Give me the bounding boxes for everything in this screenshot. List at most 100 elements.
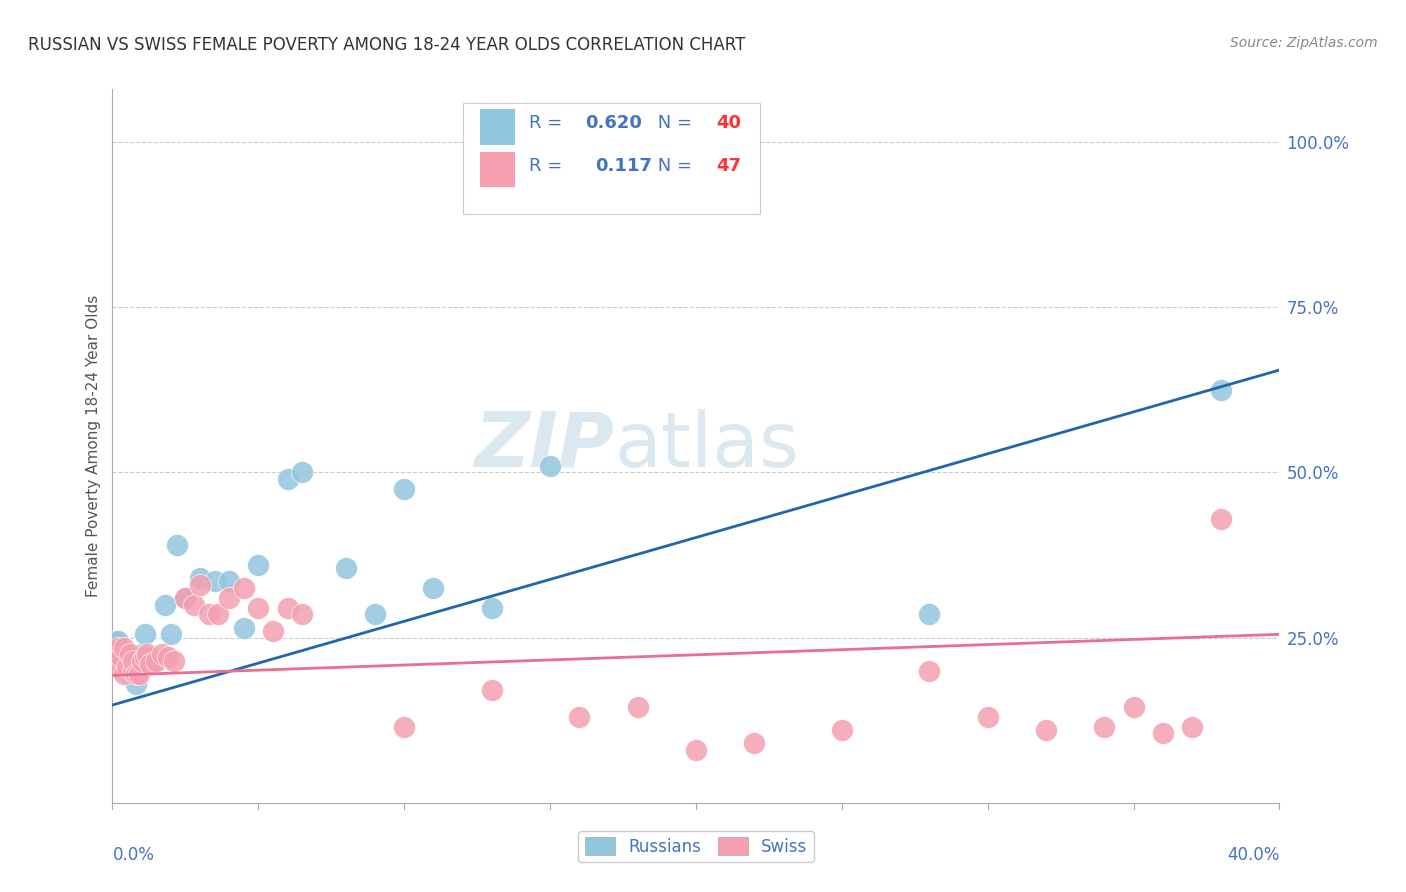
Point bbox=[831, 723, 853, 738]
Text: N =: N = bbox=[651, 114, 697, 132]
Point bbox=[188, 571, 211, 585]
Point bbox=[104, 644, 127, 658]
Point bbox=[1209, 511, 1232, 525]
Point bbox=[139, 657, 162, 671]
Point bbox=[104, 657, 127, 671]
Text: N =: N = bbox=[651, 157, 697, 175]
Text: 0.620: 0.620 bbox=[585, 114, 643, 132]
Point bbox=[276, 600, 298, 615]
Point bbox=[481, 600, 503, 615]
Point bbox=[1035, 723, 1057, 738]
Point bbox=[118, 667, 141, 681]
Text: R =: R = bbox=[529, 114, 568, 132]
Point bbox=[104, 644, 127, 658]
Point bbox=[134, 650, 156, 665]
Point bbox=[394, 482, 416, 496]
Point bbox=[131, 654, 153, 668]
Text: RUSSIAN VS SWISS FEMALE POVERTY AMONG 18-24 YEAR OLDS CORRELATION CHART: RUSSIAN VS SWISS FEMALE POVERTY AMONG 18… bbox=[28, 36, 745, 54]
Point bbox=[118, 654, 141, 668]
Text: Source: ZipAtlas.com: Source: ZipAtlas.com bbox=[1230, 36, 1378, 50]
Point bbox=[107, 634, 129, 648]
Point bbox=[335, 561, 357, 575]
Point bbox=[112, 644, 135, 658]
Point bbox=[104, 634, 127, 648]
Point bbox=[976, 710, 998, 724]
Point bbox=[110, 657, 132, 671]
Point bbox=[183, 598, 205, 612]
Point bbox=[122, 654, 145, 668]
Point bbox=[166, 538, 188, 552]
Point bbox=[107, 640, 129, 655]
Point bbox=[125, 657, 148, 671]
Point bbox=[115, 660, 138, 674]
Point bbox=[122, 654, 145, 668]
Text: atlas: atlas bbox=[614, 409, 799, 483]
Text: 0.117: 0.117 bbox=[596, 157, 652, 175]
Point bbox=[291, 607, 314, 622]
Bar bbox=[479, 152, 515, 187]
Point bbox=[139, 657, 162, 671]
Point bbox=[118, 647, 141, 661]
Bar bbox=[479, 109, 515, 145]
Point bbox=[1209, 383, 1232, 397]
Y-axis label: Female Poverty Among 18-24 Year Olds: Female Poverty Among 18-24 Year Olds bbox=[86, 295, 101, 597]
Point bbox=[110, 650, 132, 665]
Point bbox=[232, 621, 254, 635]
Point bbox=[174, 591, 197, 605]
Point bbox=[122, 664, 145, 678]
Point bbox=[1152, 726, 1174, 740]
Point bbox=[364, 607, 387, 622]
Point bbox=[112, 667, 135, 681]
Point bbox=[136, 647, 159, 661]
Text: R =: R = bbox=[529, 157, 568, 175]
Point bbox=[134, 627, 156, 641]
Point bbox=[207, 607, 229, 622]
Point bbox=[110, 650, 132, 665]
Point bbox=[247, 558, 270, 572]
Point bbox=[627, 700, 650, 714]
Point bbox=[188, 578, 211, 592]
Point bbox=[218, 574, 240, 589]
Text: ZIP: ZIP bbox=[475, 409, 614, 483]
Text: 40.0%: 40.0% bbox=[1227, 846, 1279, 863]
Point bbox=[122, 667, 145, 681]
Point bbox=[232, 581, 254, 595]
Point bbox=[291, 466, 314, 480]
Point bbox=[115, 664, 138, 678]
Point bbox=[125, 667, 148, 681]
Point bbox=[112, 640, 135, 655]
Point bbox=[1122, 700, 1144, 714]
Text: 40: 40 bbox=[716, 114, 741, 132]
Point bbox=[538, 458, 561, 473]
Point bbox=[568, 710, 591, 724]
Point bbox=[918, 664, 941, 678]
Point bbox=[128, 654, 150, 668]
Point bbox=[247, 600, 270, 615]
Point bbox=[276, 472, 298, 486]
Point bbox=[394, 720, 416, 734]
FancyBboxPatch shape bbox=[463, 103, 761, 214]
Point bbox=[136, 650, 159, 665]
Point bbox=[160, 627, 183, 641]
Point bbox=[685, 743, 707, 757]
Point bbox=[107, 650, 129, 665]
Point bbox=[742, 736, 765, 750]
Point bbox=[156, 650, 179, 665]
Point bbox=[204, 574, 226, 589]
Point bbox=[153, 598, 176, 612]
Point bbox=[422, 581, 444, 595]
Point bbox=[131, 647, 153, 661]
Point bbox=[115, 650, 138, 665]
Point bbox=[145, 654, 167, 668]
Point bbox=[150, 647, 173, 661]
Point bbox=[1181, 720, 1204, 734]
Text: 0.0%: 0.0% bbox=[112, 846, 155, 863]
Point bbox=[918, 607, 941, 622]
Point bbox=[197, 607, 219, 622]
Legend: Russians, Swiss: Russians, Swiss bbox=[578, 830, 814, 863]
Point bbox=[145, 654, 167, 668]
Point bbox=[262, 624, 284, 638]
Text: 47: 47 bbox=[716, 157, 741, 175]
Point bbox=[481, 683, 503, 698]
Point bbox=[218, 591, 240, 605]
